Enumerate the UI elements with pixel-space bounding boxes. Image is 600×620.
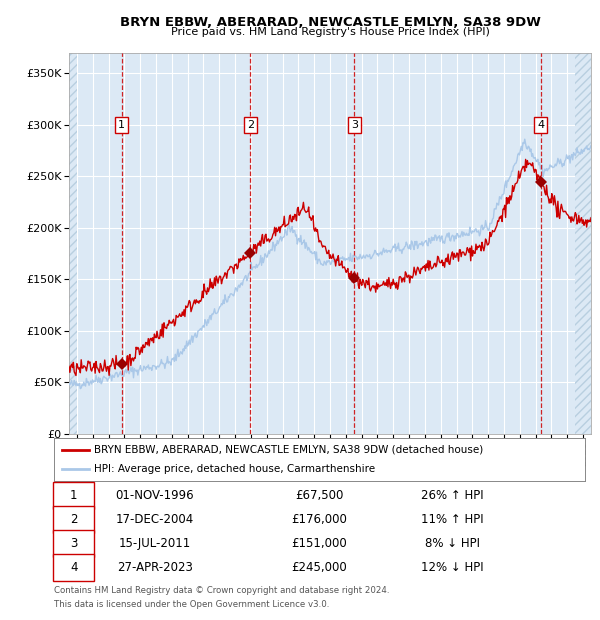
Text: 3: 3	[70, 537, 77, 550]
Text: £176,000: £176,000	[292, 513, 347, 526]
FancyBboxPatch shape	[53, 482, 94, 509]
Text: BRYN EBBW, ABERARAD, NEWCASTLE EMLYN, SA38 9DW (detached house): BRYN EBBW, ABERARAD, NEWCASTLE EMLYN, SA…	[94, 445, 483, 454]
Bar	[69, 53, 77, 434]
Text: 1: 1	[118, 120, 125, 130]
Text: £67,500: £67,500	[295, 489, 344, 502]
FancyBboxPatch shape	[53, 554, 94, 581]
Text: 4: 4	[70, 561, 77, 574]
Text: £151,000: £151,000	[292, 537, 347, 550]
Text: 27-APR-2023: 27-APR-2023	[117, 561, 193, 574]
Text: 2: 2	[247, 120, 254, 130]
Text: 2: 2	[70, 513, 77, 526]
Text: 26% ↑ HPI: 26% ↑ HPI	[421, 489, 484, 502]
Text: 1: 1	[70, 489, 77, 502]
Text: 12% ↓ HPI: 12% ↓ HPI	[421, 561, 484, 574]
Text: 8% ↓ HPI: 8% ↓ HPI	[425, 537, 480, 550]
Text: 17-DEC-2004: 17-DEC-2004	[116, 513, 194, 526]
Text: £245,000: £245,000	[292, 561, 347, 574]
Text: Contains HM Land Registry data © Crown copyright and database right 2024.: Contains HM Land Registry data © Crown c…	[54, 586, 389, 595]
Text: 01-NOV-1996: 01-NOV-1996	[116, 489, 194, 502]
Text: 3: 3	[351, 120, 358, 130]
Text: 11% ↑ HPI: 11% ↑ HPI	[421, 513, 484, 526]
Text: 15-JUL-2011: 15-JUL-2011	[119, 537, 191, 550]
Text: HPI: Average price, detached house, Carmarthenshire: HPI: Average price, detached house, Carm…	[94, 464, 375, 474]
Text: Price paid vs. HM Land Registry's House Price Index (HPI): Price paid vs. HM Land Registry's House …	[170, 27, 490, 37]
Text: This data is licensed under the Open Government Licence v3.0.: This data is licensed under the Open Gov…	[54, 600, 329, 609]
Bar	[575, 53, 591, 434]
FancyBboxPatch shape	[53, 506, 94, 533]
Text: BRYN EBBW, ABERARAD, NEWCASTLE EMLYN, SA38 9DW: BRYN EBBW, ABERARAD, NEWCASTLE EMLYN, SA…	[119, 16, 541, 29]
FancyBboxPatch shape	[53, 530, 94, 557]
Text: 4: 4	[537, 120, 544, 130]
